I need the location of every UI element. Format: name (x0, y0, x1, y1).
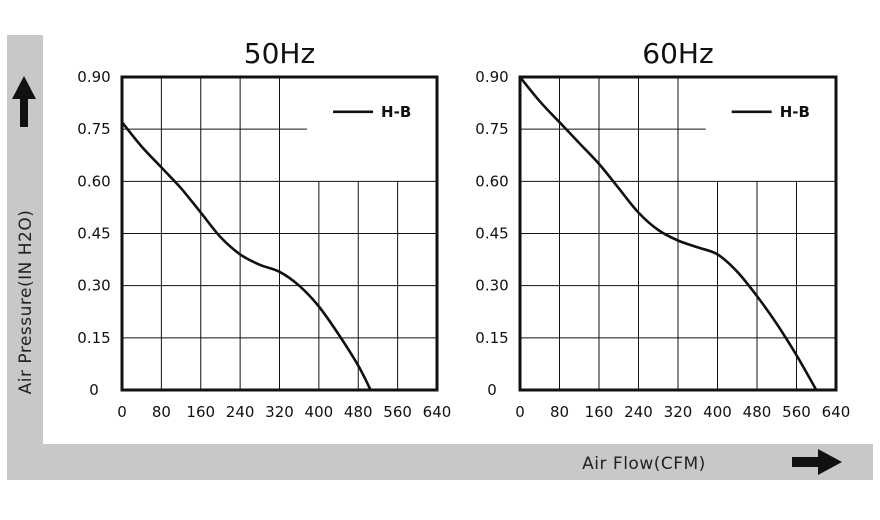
chart-1-series-line-h-b (518, 76, 818, 391)
chart-1-x-tick-label: 160 (585, 403, 614, 421)
chart-1-y-tick-label: 0.30 (475, 277, 508, 295)
chart-0-y-tick-label: 0.75 (77, 120, 110, 138)
chart-0-y-tick-label: 0.30 (77, 277, 110, 295)
chart-0-legend-label: H-B (381, 103, 411, 121)
arrow-right-icon (792, 449, 842, 475)
y-axis-label: Air Pressure(IN H2O) (16, 210, 36, 395)
chart-1-y-tick-label: 0 (487, 381, 497, 399)
chart-1-y-tick-label: 0.75 (475, 120, 508, 138)
bottom-axis-band (7, 444, 873, 480)
chart-0-y-tick-label: 0.45 (77, 225, 110, 243)
chart-0-x-tick-label: 160 (186, 403, 215, 421)
x-axis-label: Air Flow(CFM) (582, 454, 706, 474)
chart-0-x-tick-label: 320 (265, 403, 294, 421)
chart-0-x-tick-label: 400 (305, 403, 334, 421)
arrow-up-icon (12, 76, 36, 127)
chart-60hz: 60Hz 0 80 160 240 320 400 480 560 640 0 0.15 0.30 0.4… (475, 37, 850, 421)
chart-0-x-tick-label: 640 (423, 403, 452, 421)
chart-0-x-tick-label: 560 (383, 403, 412, 421)
chart-1-legend-label: H-B (780, 103, 810, 121)
chart-0-title: 50Hz (244, 37, 315, 70)
chart-50hz: 50Hz 0 80 160 240 320 400 480 560 640 0 0.15 0.30 0.4… (77, 37, 451, 421)
chart-1-x-tick-label: 400 (703, 403, 732, 421)
chart-1-x-tick-label: 80 (550, 403, 569, 421)
chart-0-y-tick-label: 0 (89, 381, 99, 399)
chart-0-x-tick-label: 480 (344, 403, 373, 421)
chart-0-series-line-h-b (120, 121, 372, 391)
chart-1-x-tick-label: 480 (743, 403, 772, 421)
chart-1-y-tick-label: 0.15 (475, 329, 508, 347)
chart-0-y-tick-label: 0.90 (77, 68, 110, 86)
chart-1-x-tick-label: 240 (624, 403, 653, 421)
chart-1-y-tick-label: 0.90 (475, 68, 508, 86)
chart-0-x-tick-label: 80 (152, 403, 171, 421)
chart-1-title: 60Hz (642, 37, 713, 70)
chart-1-x-tick-label: 560 (782, 403, 811, 421)
chart-0-x-tick-label: 0 (117, 403, 127, 421)
chart-0-x-tick-label: 240 (226, 403, 255, 421)
chart-1-plot-frame (518, 75, 838, 392)
chart-0-y-tick-label: 0.60 (77, 172, 110, 190)
chart-1-y-tick-label: 0.60 (475, 172, 508, 190)
chart-1-x-tick-label: 0 (515, 403, 525, 421)
chart-1-x-tick-label: 640 (822, 403, 851, 421)
chart-1-y-tick-label: 0.45 (475, 225, 508, 243)
chart-0-y-tick-label: 0.15 (77, 329, 110, 347)
chart-1-x-tick-label: 320 (664, 403, 693, 421)
chart-0-plot-frame (120, 75, 439, 392)
